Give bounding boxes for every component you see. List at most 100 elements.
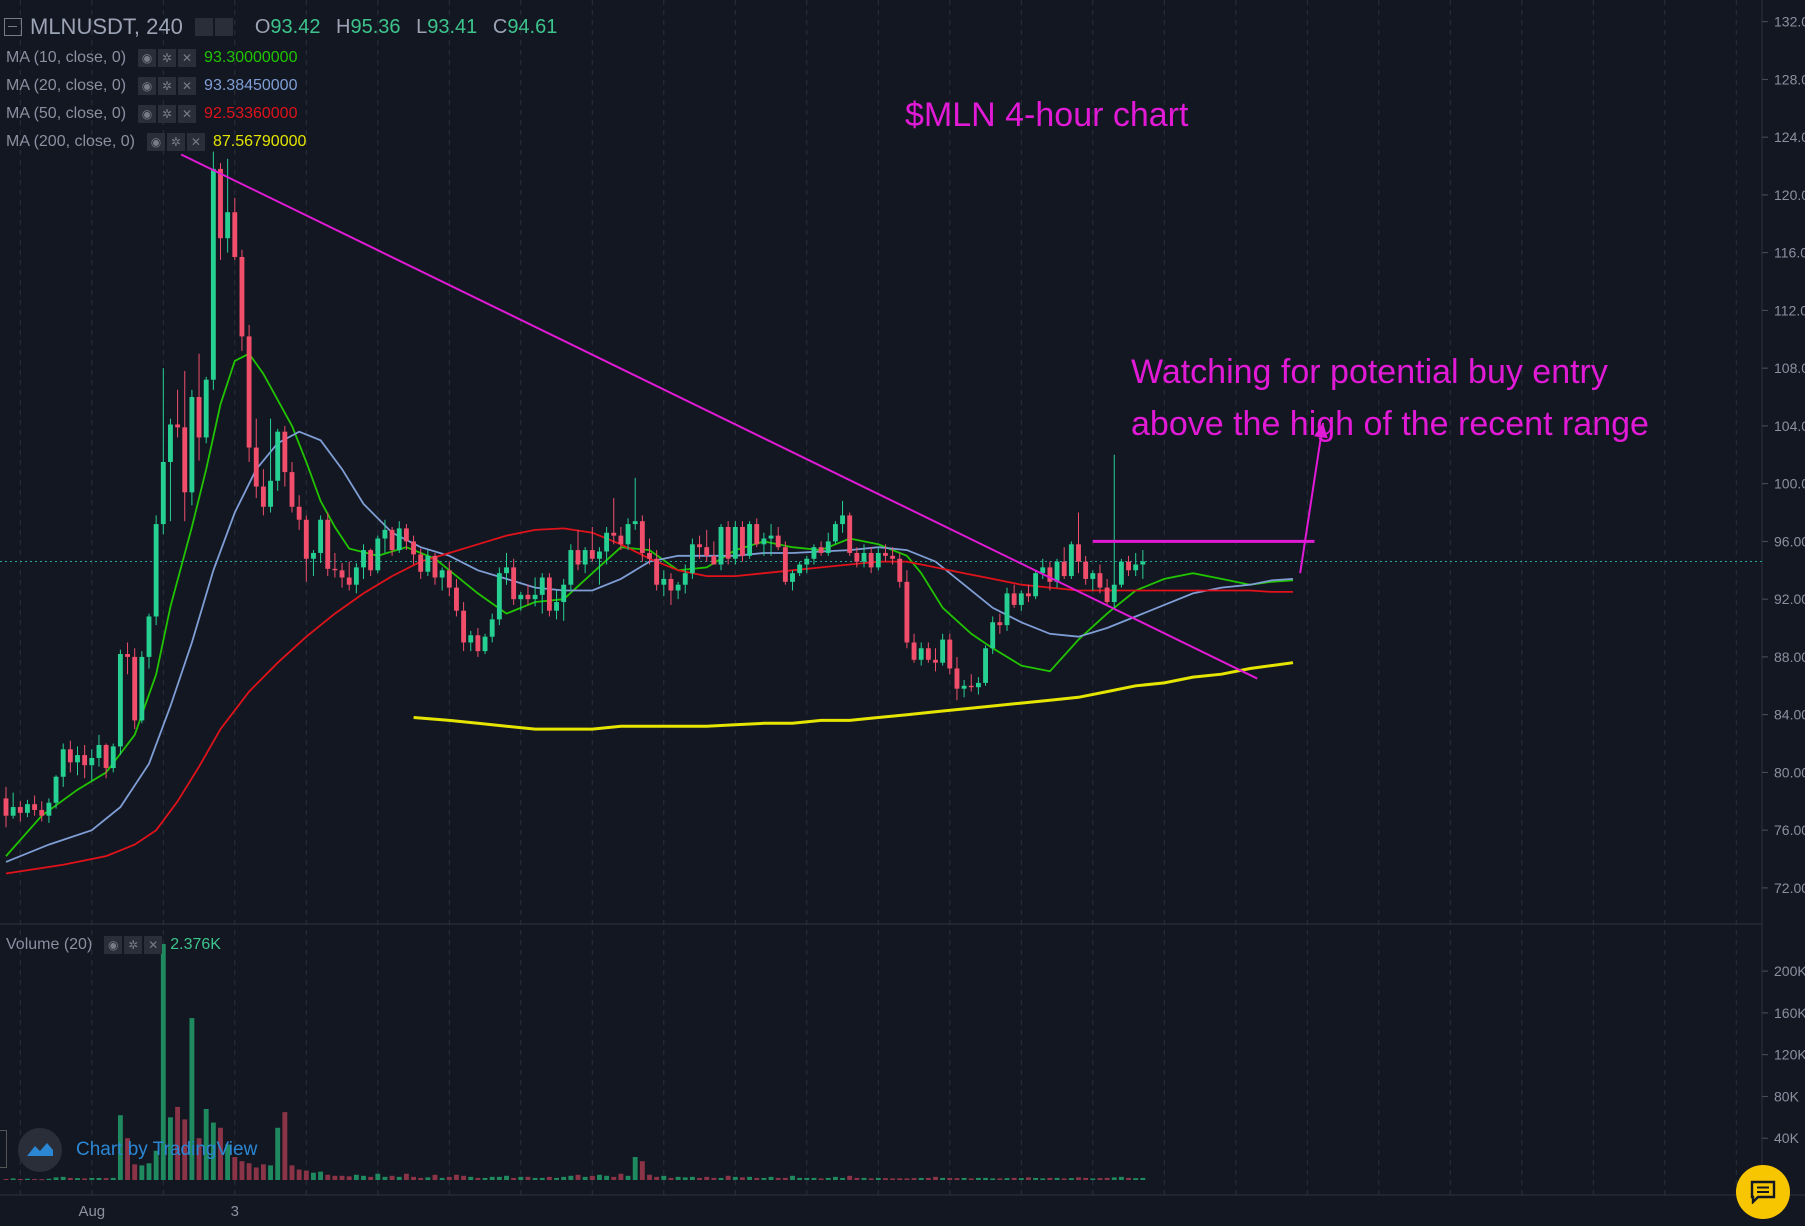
candle-body[interactable] (582, 550, 588, 565)
candle-body[interactable] (225, 212, 231, 239)
candle-body[interactable] (797, 564, 803, 574)
candle-body[interactable] (568, 550, 574, 585)
candle-body[interactable] (175, 424, 181, 428)
candle-body[interactable] (654, 558, 660, 585)
candle-body[interactable] (418, 554, 424, 572)
candle-body[interactable] (768, 535, 774, 539)
eye-icon[interactable] (194, 18, 213, 36)
candle-body[interactable] (1047, 567, 1053, 582)
candle-body[interactable] (875, 552, 881, 568)
gear-icon[interactable] (214, 18, 233, 36)
candle-body[interactable] (718, 526, 724, 565)
breakout-arrow[interactable] (1299, 422, 1325, 574)
candle-body[interactable] (396, 528, 402, 551)
candle-body[interactable] (439, 570, 445, 578)
candle-body[interactable] (604, 532, 610, 552)
candle-body[interactable] (53, 776, 59, 803)
candle-body[interactable] (411, 541, 416, 555)
candle-body[interactable] (1140, 561, 1146, 565)
candle-body[interactable] (196, 397, 202, 438)
eye-icon[interactable]: ◉ (138, 105, 157, 123)
candle-body[interactable] (210, 168, 216, 380)
candle-body[interactable] (925, 648, 931, 660)
candle-body[interactable] (711, 555, 717, 565)
candle-body[interactable] (861, 552, 867, 562)
candle-body[interactable] (897, 558, 903, 582)
candle-body[interactable] (611, 532, 617, 536)
candle-body[interactable] (918, 648, 924, 660)
candle-body[interactable] (854, 552, 860, 562)
candle-body[interactable] (575, 550, 581, 565)
candle-body[interactable] (375, 538, 381, 571)
gear-icon[interactable]: ✲ (158, 105, 177, 123)
candle-body[interactable] (1118, 561, 1124, 585)
candle-body[interactable] (318, 519, 324, 553)
candle-body[interactable] (303, 519, 309, 559)
candle-body[interactable] (296, 506, 302, 520)
candle-body[interactable] (904, 581, 910, 643)
candle-body[interactable] (46, 802, 52, 816)
candle-body[interactable] (968, 685, 974, 688)
eye-icon[interactable]: ◉ (104, 936, 123, 954)
chart-title-annotation[interactable]: $MLN 4-hour chart (905, 96, 1189, 134)
candle-body[interactable] (17, 807, 23, 813)
candle-body[interactable] (346, 577, 352, 585)
candle-body[interactable] (368, 550, 374, 571)
candle-body[interactable] (382, 529, 388, 539)
candle-body[interactable] (740, 526, 745, 556)
candle-body[interactable] (82, 755, 88, 766)
candle-body[interactable] (361, 550, 366, 568)
candle-body[interactable] (475, 635, 481, 652)
candle-body[interactable] (246, 336, 252, 448)
candle-body[interactable] (468, 635, 474, 643)
candle-body[interactable] (1104, 587, 1110, 603)
candle-body[interactable] (461, 610, 467, 643)
candle-body[interactable] (725, 526, 731, 559)
candle-body[interactable] (253, 447, 259, 487)
close-icon[interactable]: ✕ (186, 133, 205, 151)
candle-body[interactable] (754, 524, 760, 545)
candle-body[interactable] (432, 555, 438, 578)
candle-body[interactable] (890, 555, 896, 559)
drawings[interactable] (180, 153, 1328, 680)
menu-icon[interactable] (4, 18, 22, 36)
candle-body[interactable] (332, 568, 338, 571)
gear-icon[interactable]: ✲ (158, 77, 177, 95)
candle-body[interactable] (554, 602, 559, 611)
candle-body[interactable] (446, 570, 452, 588)
descending-trendline[interactable] (180, 153, 1258, 680)
candle-body[interactable] (597, 551, 602, 559)
candle-body[interactable] (1097, 573, 1103, 588)
close-icon[interactable]: ✕ (178, 77, 197, 95)
candle-body[interactable] (661, 578, 667, 585)
candle-body[interactable] (589, 550, 595, 559)
candle-body[interactable] (933, 659, 938, 663)
candle-body[interactable] (618, 535, 624, 545)
candle-body[interactable] (689, 544, 695, 574)
candle-body[interactable] (353, 567, 359, 585)
candle-body[interactable] (339, 570, 345, 578)
candle-body[interactable] (961, 685, 967, 689)
note-line-1[interactable]: Watching for potential buy entry (1131, 353, 1608, 391)
candle-body[interactable] (146, 616, 152, 657)
close-icon[interactable]: ✕ (144, 936, 163, 954)
candle-body[interactable] (518, 594, 524, 600)
candle-body[interactable] (239, 256, 245, 337)
candle-body[interactable] (232, 212, 238, 257)
candle-body[interactable] (153, 524, 159, 617)
candle-body[interactable] (997, 622, 1003, 626)
candle-body[interactable] (504, 567, 509, 574)
candle-body[interactable] (454, 587, 459, 611)
collapse-handle[interactable] (0, 1130, 7, 1168)
candle-body[interactable] (1133, 564, 1139, 571)
candle-body[interactable] (840, 515, 845, 525)
candle-body[interactable] (289, 472, 295, 507)
candle-body[interactable] (790, 573, 795, 582)
candle-body[interactable] (825, 541, 831, 553)
candle-body[interactable] (110, 746, 116, 769)
candle-body[interactable] (489, 619, 495, 637)
candle-body[interactable] (940, 639, 946, 663)
candle-body[interactable] (632, 521, 638, 525)
candle-body[interactable] (947, 639, 953, 669)
